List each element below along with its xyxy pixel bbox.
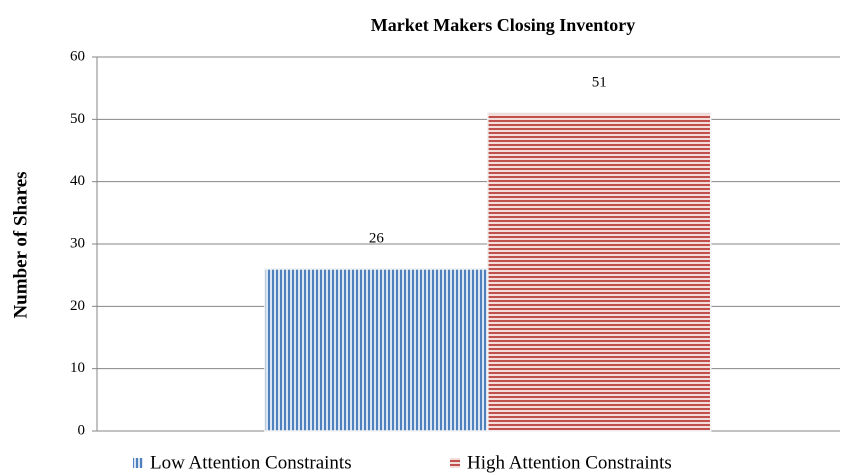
y-axis-title: Number of Shares <box>10 171 31 318</box>
bar <box>487 112 712 432</box>
y-tick-label: 30 <box>70 235 85 251</box>
data-label: 51 <box>592 75 607 91</box>
data-label: 26 <box>369 230 385 246</box>
bar <box>264 268 489 432</box>
y-tick-label: 20 <box>70 298 85 314</box>
legend-label: High Attention Constraints <box>467 452 672 473</box>
y-tick-label: 40 <box>70 173 85 189</box>
y-tick-label: 10 <box>70 360 85 376</box>
legend-label: Low Attention Constraints <box>150 452 352 473</box>
y-tick-label: 60 <box>70 48 85 64</box>
chart-title: Market Makers Closing Inventory <box>371 15 635 35</box>
y-tick-label: 50 <box>70 111 85 127</box>
legend-marker <box>133 458 143 468</box>
y-tick-label: 0 <box>78 422 86 438</box>
legend-marker <box>450 458 460 468</box>
